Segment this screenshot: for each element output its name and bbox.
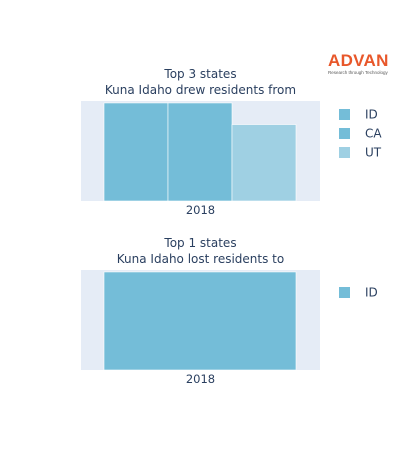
logo-tagline: Research through Technology — [328, 70, 388, 75]
chart-title: Top 3 states — [163, 67, 236, 81]
legend-label-id: ID — [365, 286, 378, 300]
bar-ut[interactable] — [231, 124, 297, 202]
chart-title: Top 1 states — [163, 236, 236, 250]
legend-label-id: ID — [365, 108, 378, 122]
bar-id[interactable] — [103, 271, 297, 371]
x-tick-label: 2018 — [186, 203, 215, 217]
logo-wordmark: ADVAN — [328, 51, 389, 70]
legend-label-ut: UT — [365, 146, 382, 160]
bar-id[interactable] — [103, 102, 169, 202]
chart-subtitle: Kuna Idaho lost residents to — [117, 252, 284, 266]
advan-logo: ADVAN Research through Technology — [328, 52, 396, 78]
legend-label-ca: CA — [365, 127, 382, 141]
legend-swatch-id[interactable] — [339, 109, 350, 120]
legend-swatch-id[interactable] — [339, 287, 350, 298]
bar-ca[interactable] — [167, 102, 233, 202]
x-tick-label: 2018 — [186, 372, 215, 386]
legend-swatch-ca[interactable] — [339, 128, 350, 139]
legend-swatch-ut[interactable] — [339, 147, 350, 158]
chart-subtitle: Kuna Idaho drew residents from — [105, 83, 296, 97]
